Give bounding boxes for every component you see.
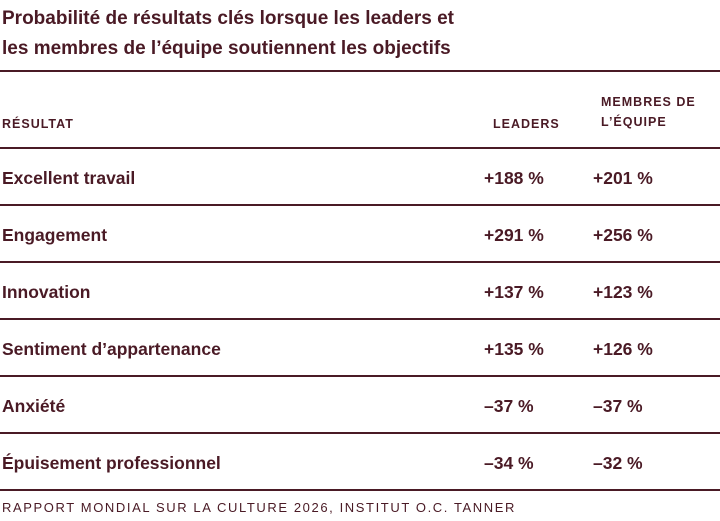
table-bottom-rule bbox=[0, 489, 720, 491]
row-label: Engagement bbox=[2, 225, 108, 245]
row-leaders-value: –37 % bbox=[484, 396, 534, 416]
row-members-value: +126 % bbox=[593, 339, 653, 359]
row-divider bbox=[0, 375, 720, 377]
row-divider bbox=[0, 432, 720, 434]
row-divider bbox=[0, 318, 720, 320]
row-members-value: –32 % bbox=[593, 453, 643, 473]
row-label: Épuisement professionnel bbox=[2, 453, 221, 473]
table-row: Sentiment d’appartenance +135 % +126 % bbox=[0, 320, 720, 377]
table-row: Innovation +137 % +123 % bbox=[0, 263, 720, 320]
row-leaders-value: +137 % bbox=[484, 282, 544, 302]
header-team-members: MEMBRES DE L’ÉQUIPE bbox=[601, 92, 719, 132]
row-divider bbox=[0, 261, 720, 263]
header-rule bbox=[0, 147, 720, 149]
row-members-value: –37 % bbox=[593, 396, 643, 416]
row-divider bbox=[0, 204, 720, 206]
row-label: Sentiment d’appartenance bbox=[2, 339, 221, 359]
row-label: Anxiété bbox=[2, 396, 66, 416]
title-line-2: les membres de l’équipe soutiennent les … bbox=[2, 38, 451, 59]
row-label: Excellent travail bbox=[2, 168, 136, 188]
row-leaders-value: +188 % bbox=[484, 168, 544, 188]
header-result: RÉSULTAT bbox=[2, 117, 74, 131]
row-leaders-value: +135 % bbox=[484, 339, 544, 359]
title-line-1: Probabilité de résultats clés lorsque le… bbox=[2, 8, 454, 29]
header-team-members-line-1: MEMBRES DE bbox=[601, 95, 696, 109]
table-row: Anxiété –37 % –37 % bbox=[0, 377, 720, 434]
row-leaders-value: –34 % bbox=[484, 453, 534, 473]
row-members-value: +201 % bbox=[593, 168, 653, 188]
row-members-value: +256 % bbox=[593, 225, 653, 245]
table-row: Engagement +291 % +256 % bbox=[0, 206, 720, 263]
header-leaders: LEADERS bbox=[493, 117, 560, 131]
row-label: Innovation bbox=[2, 282, 91, 302]
table-header-row: RÉSULTAT LEADERS MEMBRES DE L’ÉQUIPE bbox=[0, 72, 720, 147]
source-footer: RAPPORT MONDIAL SUR LA CULTURE 2026, INS… bbox=[2, 500, 517, 515]
table-top-rule bbox=[0, 70, 720, 72]
header-team-members-line-2: L’ÉQUIPE bbox=[601, 115, 667, 129]
table-row: Excellent travail +188 % +201 % bbox=[0, 149, 720, 206]
table-row: Épuisement professionnel –34 % –32 % bbox=[0, 434, 720, 491]
page-title: Probabilité de résultats clés lorsque le… bbox=[2, 4, 702, 64]
row-leaders-value: +291 % bbox=[484, 225, 544, 245]
row-members-value: +123 % bbox=[593, 282, 653, 302]
